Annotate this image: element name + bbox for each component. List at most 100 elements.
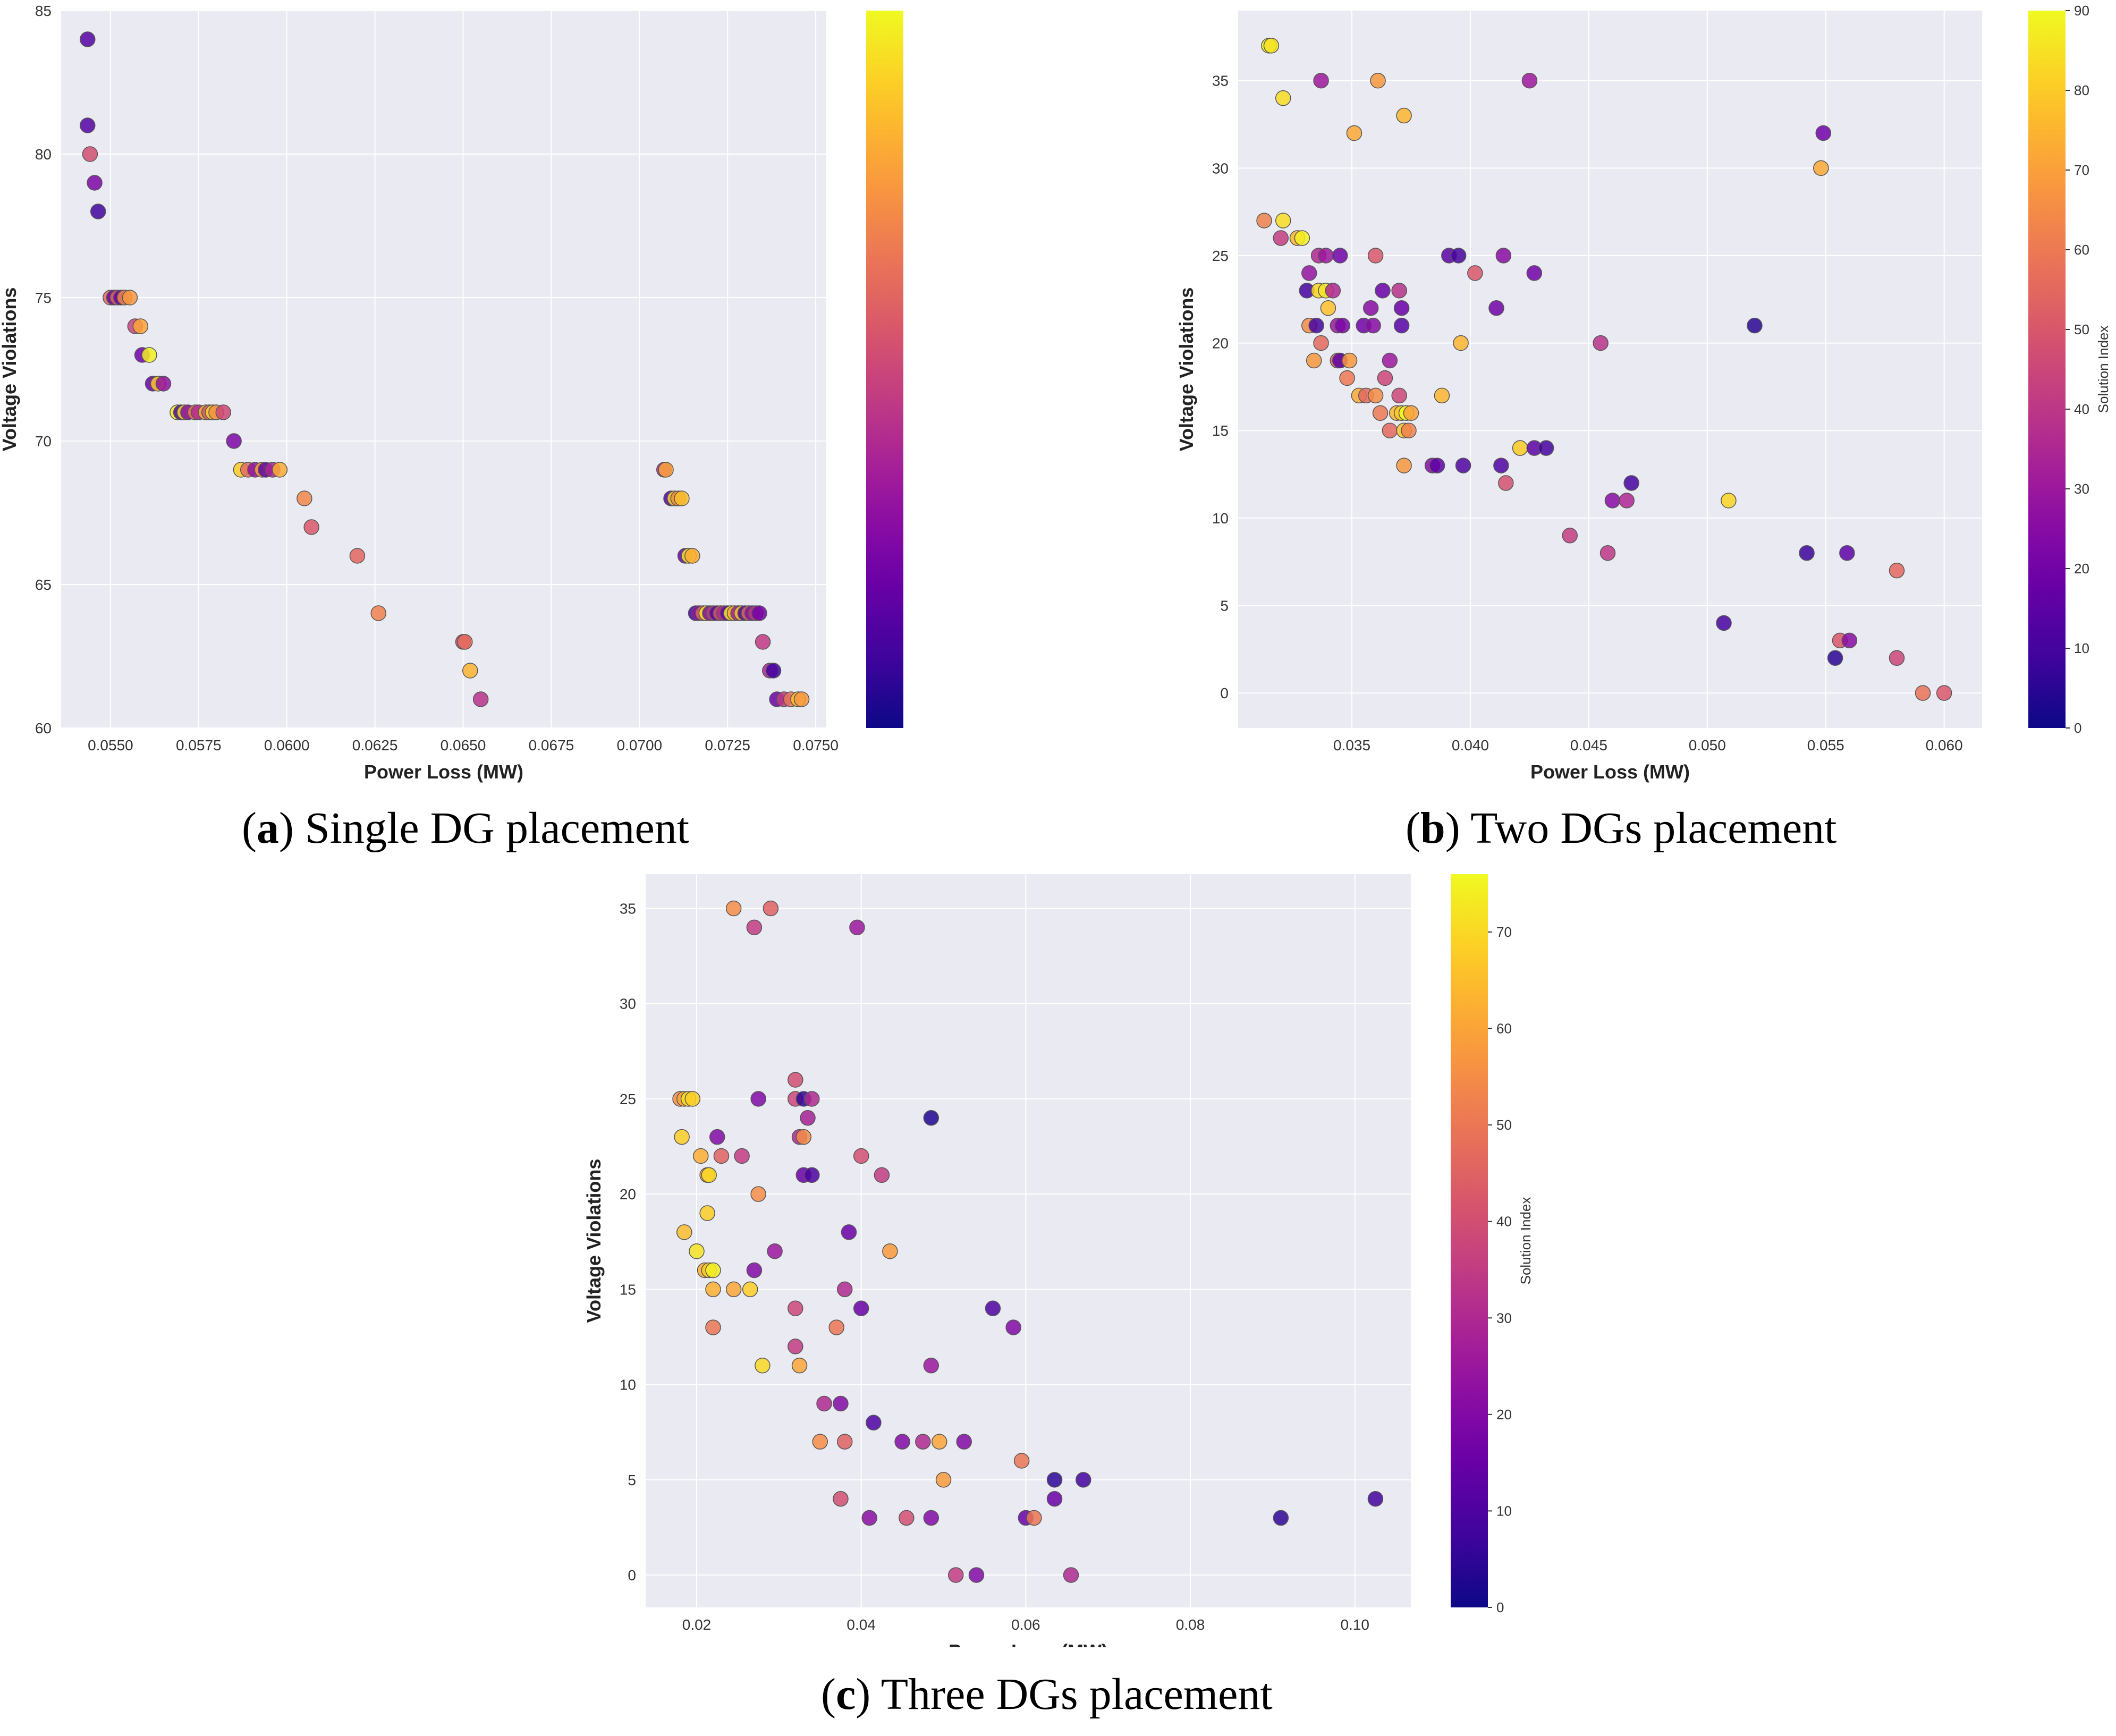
scatter-point (1526, 265, 1543, 281)
scatter-point (705, 1281, 721, 1298)
y-tick-label: 20 (1212, 335, 1229, 352)
scatter-point (956, 1434, 972, 1450)
scatter-point (1313, 72, 1329, 89)
scatter-point (1450, 248, 1467, 264)
scatter-point (689, 1243, 705, 1259)
scatter-point (1275, 90, 1291, 106)
scatter-point (742, 1281, 758, 1298)
scatter-point (1619, 493, 1635, 509)
caption-b: (b) Two DGs placement (1406, 803, 1837, 853)
colorbar-tick-label: 0 (2074, 720, 2081, 736)
y-tick-label: 30 (1212, 160, 1229, 176)
scatter-point (866, 1415, 882, 1431)
scatter-point (1799, 545, 1815, 561)
scatter-point (701, 1167, 717, 1183)
y-tick-label: 70 (35, 433, 52, 450)
scatter-point (833, 1491, 849, 1507)
scatter-point (1455, 458, 1471, 473)
scatter-point (1332, 248, 1348, 264)
scatter-point (800, 1110, 816, 1126)
colorbar-tick-label: 90 (2074, 3, 2089, 19)
scatter-point (935, 1472, 952, 1488)
scatter-point (1396, 458, 1412, 473)
scatter-point (674, 490, 690, 506)
x-tick-label: 0.0675 (529, 737, 574, 753)
y-tick-label: 20 (620, 1186, 636, 1203)
caption-c: (c) Three DGs placement (821, 1670, 1273, 1719)
scatter-point (746, 919, 763, 936)
panel-b: 0.035 0.040 0.045 0.050 0.055 0.060 0 5 10 15 20 25… (1158, 0, 2116, 797)
scatter-point (1396, 107, 1412, 124)
scatter-point (788, 1300, 803, 1316)
scatter-point (472, 691, 489, 707)
scatter-point (793, 691, 810, 707)
colorbar (2028, 11, 2066, 728)
scatter-point (1498, 475, 1514, 491)
colorbar-tick-label: 20 (2074, 561, 2089, 577)
scatter-point (709, 1129, 725, 1145)
scatter-point (1046, 1491, 1063, 1507)
scatter-point (853, 1148, 869, 1164)
x-tick-label: 0.02 (682, 1616, 712, 1633)
colorbar-tick-label: 10 (1496, 1503, 1512, 1519)
scatter-point (1467, 265, 1483, 281)
scatter-point (947, 1567, 964, 1583)
scatter-point (1391, 283, 1407, 299)
y-tick-label: 10 (1212, 510, 1229, 527)
scatter-point (725, 1281, 742, 1298)
y-tick-label: 60 (35, 720, 52, 736)
scatter-point (923, 1110, 939, 1126)
scatter-point (755, 1358, 771, 1374)
scatter-point (226, 433, 242, 449)
x-tick-label: 0.0700 (616, 737, 662, 753)
scatter-point (1434, 387, 1450, 404)
x-tick-label: 0.0750 (793, 737, 839, 753)
scatter-point (1318, 248, 1334, 264)
scatter-point (1367, 248, 1384, 264)
scatter-point (874, 1167, 890, 1183)
x-tick-label: 0.06 (1011, 1616, 1040, 1633)
colorbar-tick-label: 50 (2074, 321, 2089, 337)
x-tick-label: 0.050 (1689, 737, 1726, 753)
y-tick-label: 80 (35, 146, 52, 163)
scatter-point (1391, 387, 1407, 404)
scatter-point (1716, 615, 1732, 631)
scatter-point (861, 1510, 877, 1526)
colorbar-label: Solution Index (2095, 326, 2111, 413)
x-tick-label: 0.0625 (352, 737, 398, 753)
scatter-point (1367, 1491, 1384, 1507)
scatter-point (750, 1091, 766, 1107)
x-axis-label: Power Loss (MW) (949, 1640, 1108, 1647)
x-tick-label: 0.0600 (264, 737, 310, 753)
scatter-point (1005, 1319, 1021, 1335)
scatter-point (1382, 422, 1398, 438)
scatter-point (791, 1358, 808, 1374)
scatter-point (968, 1567, 985, 1583)
colorbar-tick-label: 60 (1496, 1021, 1512, 1037)
scatter-point (1308, 317, 1324, 334)
x-tick-label: 0.040 (1452, 737, 1489, 753)
y-tick-label: 10 (620, 1377, 636, 1393)
scatter-point (658, 462, 674, 478)
scatter-point (1377, 370, 1393, 386)
scatter-point (122, 290, 138, 306)
scatter-point (705, 1319, 721, 1335)
scatter-point (746, 1262, 763, 1278)
scatter-point (853, 1300, 869, 1316)
scatter-point (1075, 1472, 1091, 1488)
scatter-point (1813, 160, 1829, 176)
x-tick-label: 0.0550 (88, 737, 133, 753)
scatter-point (1562, 528, 1578, 544)
scatter-point (1013, 1453, 1030, 1469)
scatter-point (713, 1148, 730, 1164)
x-tick-label: 0.0650 (441, 737, 486, 753)
scatter-point (828, 1319, 844, 1335)
colorbar-tick-label: 80 (2074, 82, 2089, 98)
panel-a: 0.0550 0.0575 0.0600 0.0625 0.0650 0.0675 0.07… (0, 0, 949, 797)
scatter-point (899, 1510, 915, 1526)
scatter-point (915, 1434, 931, 1450)
scatter-point (1747, 317, 1763, 334)
colorbar-tick-label: 60 (2074, 242, 2089, 258)
scatter-point (1403, 405, 1419, 421)
scatter-point (1026, 1510, 1042, 1526)
